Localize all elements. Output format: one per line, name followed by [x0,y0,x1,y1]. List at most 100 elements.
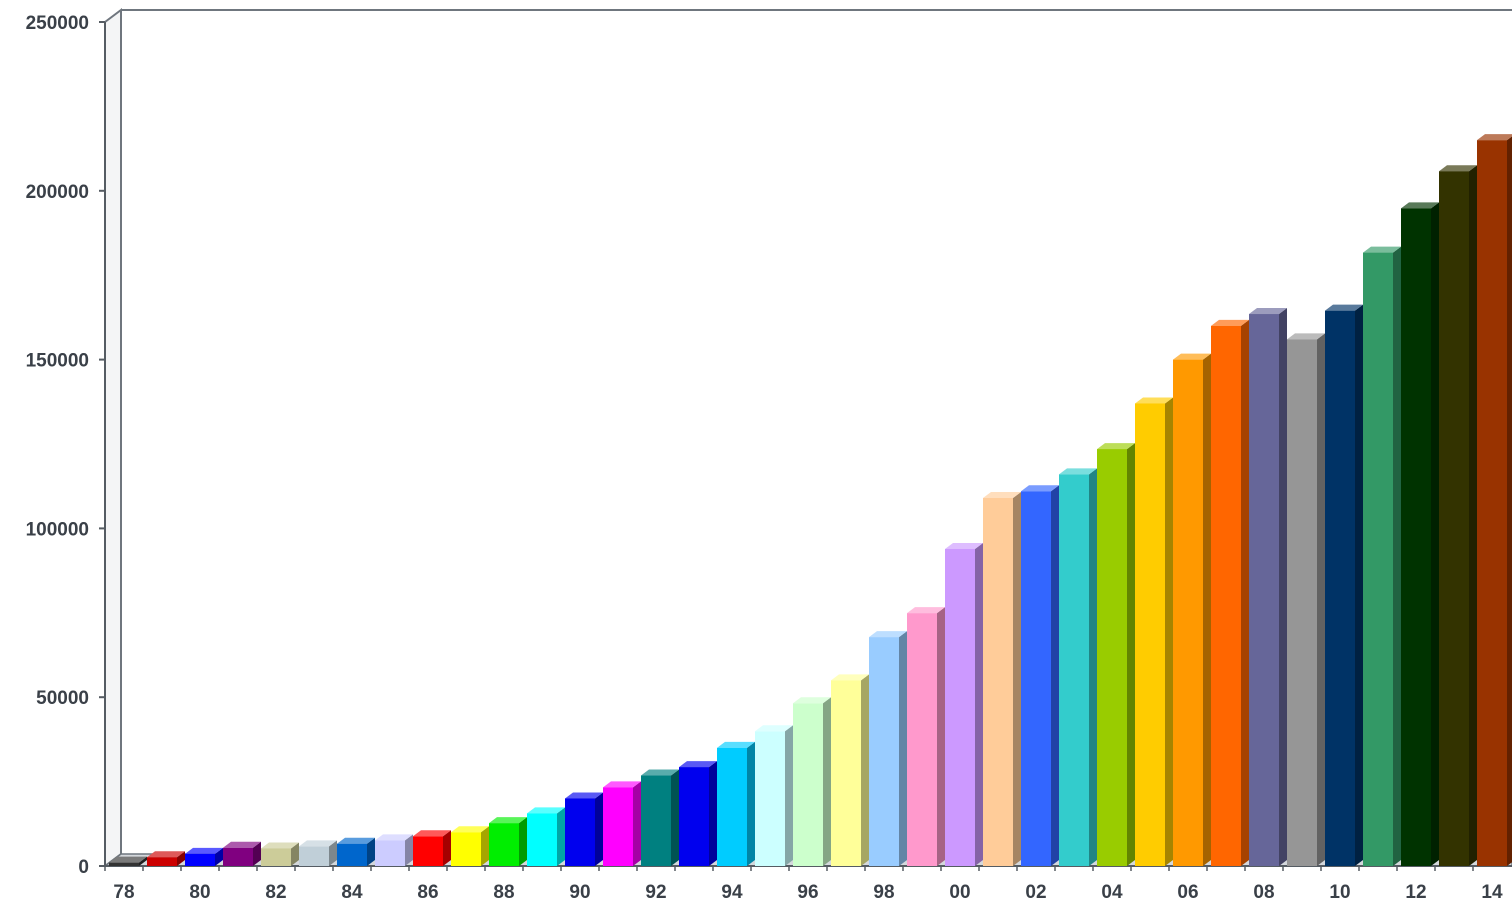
x-tick-label: 96 [797,882,818,901]
bar-14 [1477,134,1512,866]
bar-front [1439,171,1469,867]
bar-side [633,781,641,866]
bar-top [1173,353,1211,360]
bar-top [603,781,641,788]
bar-top [869,631,907,638]
bar-top [337,837,375,844]
bar-top [755,725,793,732]
bar-89 [527,807,565,866]
bar-top [907,607,945,614]
bar-front [299,846,329,866]
bar-side [899,631,907,866]
bar-top [1363,246,1401,253]
x-tick-label: 04 [1101,882,1123,901]
bar-top [413,830,451,837]
bar-front [109,862,139,866]
y-tick-label: 100000 [26,519,89,540]
bar-front [755,731,785,866]
bar-top [1325,304,1363,311]
bar-90 [565,792,603,866]
bar-side [823,697,831,866]
bar-side [1317,333,1325,866]
bar-side [975,542,983,866]
bar-91 [603,781,641,866]
bar-top [1135,397,1173,404]
bar-top [109,856,147,863]
bar-front [489,823,519,866]
bar-top [1401,202,1439,209]
bar-top [1477,134,1512,141]
bar-top [831,674,869,681]
bar-front [717,747,747,866]
bar-99 [907,607,945,866]
bar-97 [831,674,869,866]
bar-front [1287,339,1317,866]
bar-04 [1097,443,1135,866]
bar-top [945,542,983,549]
bar-front [337,843,367,866]
bar-10 [1325,304,1363,866]
bar-93 [679,761,717,866]
bar-front [793,703,823,866]
bar-84 [337,837,375,866]
bar-front [261,848,291,866]
bar-78 [109,856,147,866]
bar-side [595,792,603,866]
x-tick-label: 82 [265,882,286,901]
bar-front [907,613,937,866]
bar-side [1127,443,1135,866]
bar-side [747,741,755,866]
bar-81 [223,841,261,866]
bar-05 [1135,397,1173,866]
bar-front [147,857,177,866]
bar-13 [1439,165,1477,867]
bar-side [709,761,717,866]
bar-top [1021,485,1059,492]
bar-top [1097,443,1135,450]
bar-front [375,840,405,866]
bar-front [451,832,481,866]
bar-top [1439,165,1477,172]
bar-front [1401,208,1431,866]
bar-top [261,842,299,849]
bar-side [1051,485,1059,866]
bar-top [299,840,337,847]
bar-series [109,134,1512,867]
bar-87 [451,826,489,866]
bar-98 [869,631,907,866]
bar-front [831,680,861,866]
bar-front [1097,449,1127,866]
bar-side [1165,397,1173,866]
bar-front [603,787,633,866]
x-tick-label: 08 [1253,882,1274,901]
bar-11 [1363,246,1401,866]
bar-side [1393,246,1401,866]
bar-side [1241,319,1249,867]
bar-94 [717,741,755,866]
x-axis-ticks: 78 80 82 84 86 88 90 92 94 96 98 00 02 04 06 08 10 12 14 [104,866,1503,901]
bar-front [185,853,215,866]
bar-top [983,492,1021,499]
bar-side [1279,308,1287,866]
left-wall [104,8,122,867]
bar-side [937,607,945,866]
bar-side [443,830,451,866]
bar-side [861,674,869,866]
bar-side [329,840,337,866]
bar-top [1287,333,1325,340]
bar-12 [1401,202,1439,866]
bar-front [679,767,709,866]
bar-09 [1287,333,1325,866]
bar-side [1089,468,1097,866]
x-tick-label: 88 [493,882,514,901]
bar-83 [299,840,337,866]
bar-front [1249,314,1279,866]
bar-front [223,847,253,866]
bar-07 [1211,319,1249,867]
bar-80 [185,847,223,866]
y-tick-label: 200000 [26,182,89,203]
bar-front [945,548,975,866]
bar-top [641,769,679,776]
y-axis-ticks: 0 50000 100000 150000 200000 250000 [26,13,105,878]
bar-front [1135,403,1165,866]
